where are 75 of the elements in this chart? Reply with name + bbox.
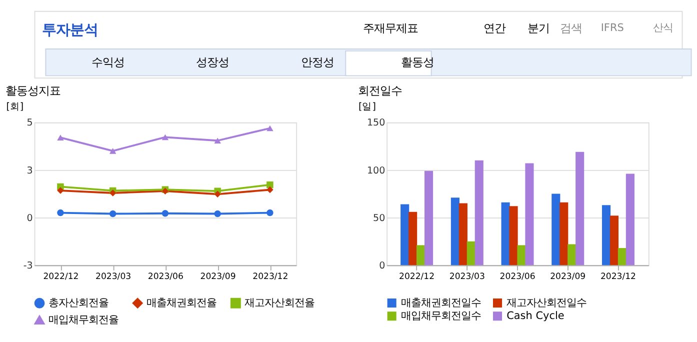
y-tick-label: 150 (366, 118, 386, 129)
bar (610, 216, 619, 266)
x-tick-label: 2023/09 (550, 272, 586, 282)
legend-label: 매입채무회전율 (48, 314, 119, 326)
point (109, 210, 116, 218)
x-tick-label: 2023/03 (449, 272, 485, 282)
chart-title: 활동성지표 (6, 84, 61, 98)
point (214, 138, 221, 144)
legend-label: 총자산회전율 (48, 297, 109, 309)
point (266, 181, 274, 188)
legend-label: 매출채권회전율 (146, 297, 217, 309)
bar (626, 174, 634, 266)
legend-label: Cash Cycle (506, 310, 564, 322)
x-tick-label: 2023/09 (200, 272, 236, 282)
bar (416, 245, 426, 266)
bar (618, 248, 626, 266)
x-tick-label: 2022/12 (43, 272, 79, 282)
bar (552, 194, 560, 266)
point (266, 209, 274, 216)
text: 산식 (653, 22, 674, 34)
y-tick-label: 0 (26, 212, 33, 224)
bar (458, 203, 468, 266)
y-tick-label: 50 (373, 212, 386, 224)
y-tick-label: 5 (26, 118, 33, 129)
x-tick-label: 2023/12 (600, 272, 636, 282)
legend-label: 매입채무회전일수 (400, 310, 481, 322)
point (57, 134, 64, 140)
bar (568, 244, 576, 266)
text: 연간 (484, 20, 506, 35)
bar (450, 198, 460, 266)
bar (560, 202, 568, 266)
bar (424, 170, 434, 266)
text: IFRS (600, 22, 624, 34)
text: 안정성 (300, 55, 334, 70)
x-tick-label: 2023/06 (148, 272, 184, 282)
text: 활동성 (400, 55, 434, 70)
bar (525, 163, 534, 266)
y-axis-title: [일] (358, 101, 376, 112)
y-tick-label: 0 (379, 260, 386, 272)
point (214, 190, 221, 198)
point (109, 148, 116, 154)
bar (408, 212, 418, 266)
x-tick-label: 2023/03 (96, 272, 132, 282)
bar (576, 152, 584, 266)
bar (400, 204, 410, 266)
chart-title: 회전일수 (358, 84, 402, 98)
point (266, 125, 274, 132)
y-axis-title: [회] (6, 101, 24, 112)
legend-label: 재고자산회전일수 (506, 296, 587, 309)
point (266, 186, 274, 194)
point (214, 210, 221, 218)
point (57, 187, 64, 194)
text: 수익성 (91, 55, 124, 70)
point (57, 209, 64, 216)
point (109, 190, 116, 196)
y-tick-label: 100 (366, 165, 386, 176)
text: 주재무제표 (362, 20, 418, 35)
bar (474, 160, 484, 266)
legend-label: 매출채권회전일수 (400, 296, 481, 309)
y-tick-label: -3 (23, 260, 33, 272)
text: 검색 (560, 20, 582, 35)
text: 분기 (528, 20, 550, 35)
bar (509, 206, 518, 266)
bar (466, 241, 476, 266)
y-tick-label: 3 (26, 165, 33, 176)
x-tick-label: 2023/06 (500, 272, 536, 282)
point (162, 134, 169, 140)
point (162, 210, 169, 217)
bar (602, 205, 611, 266)
x-tick-label: 2022/12 (399, 272, 435, 282)
bar (517, 245, 526, 266)
text: 성장성 (196, 55, 230, 70)
legend-label: 재고자산회전율 (244, 297, 315, 309)
text: 투자분석 (42, 22, 98, 39)
x-tick-label: 2023/12 (252, 272, 288, 282)
